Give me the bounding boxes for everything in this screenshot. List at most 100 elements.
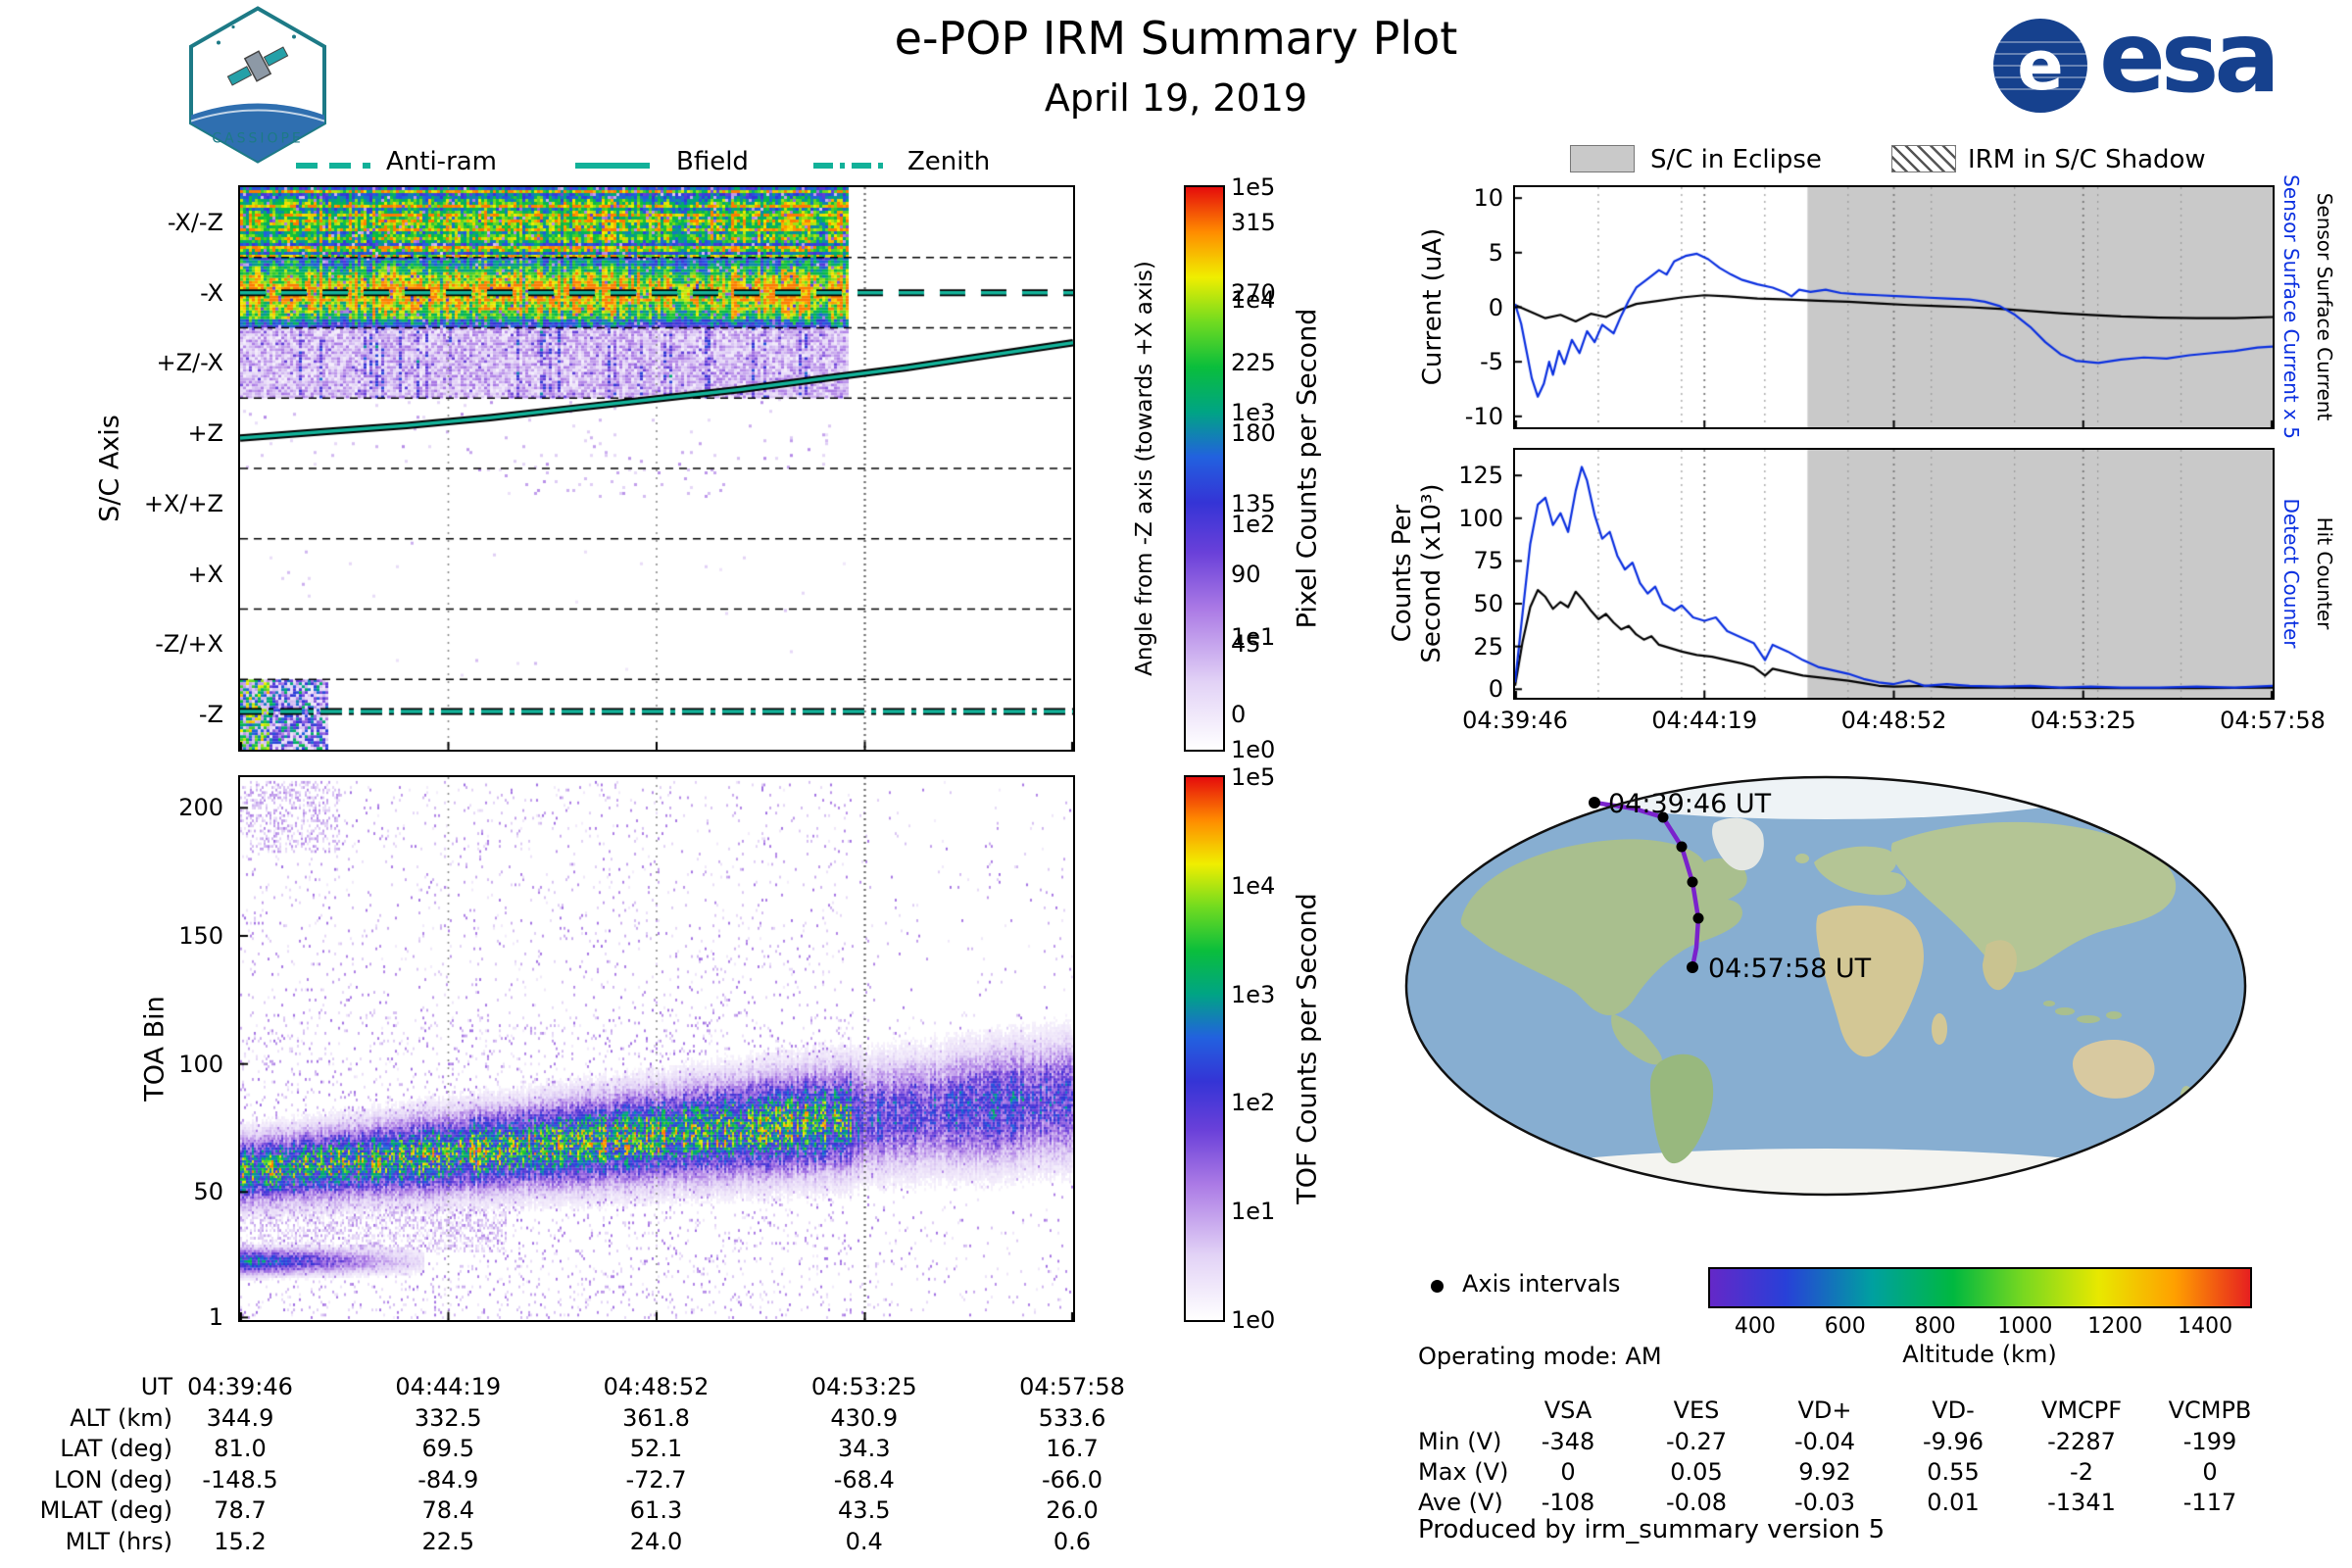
legend-bfield-label: Bfield: [676, 147, 749, 176]
angle-axis-tick: 45: [1231, 630, 1261, 659]
india: [1983, 940, 2017, 991]
pixel-colorbar: [1184, 185, 1225, 752]
ephemeris-value: 34.3: [838, 1435, 891, 1462]
voltage-value: 0.05: [1670, 1458, 1723, 1486]
pixel-colorbar-label: Pixel Counts per Second: [1292, 308, 1323, 629]
angle-axis-tick: 180: [1231, 419, 1276, 448]
tof-colorbar-tick: 1e0: [1231, 1306, 1276, 1334]
voltage-value: -0.08: [1665, 1489, 1728, 1516]
ephemeris-value: 04:39:46: [187, 1373, 293, 1400]
ephemeris-row-label: LAT (deg): [60, 1435, 172, 1462]
ephemeris-value: 81.0: [214, 1435, 267, 1462]
north-america: [1460, 839, 1747, 1016]
operating-mode-label: Operating mode: AM: [1418, 1343, 1662, 1370]
current-ytick: 10: [1473, 184, 1503, 213]
current-ytick: -5: [1480, 348, 1503, 376]
madagascar: [1932, 1013, 1947, 1045]
tof-colorbar-tick: 1e4: [1231, 871, 1276, 900]
central-america: [1611, 1013, 1662, 1065]
current-ytick: 5: [1488, 238, 1503, 267]
esa-logo: e: [1991, 16, 2091, 120]
sc-axis-category: -Z/+X: [155, 630, 223, 659]
voltage-header: VMCPF: [2040, 1396, 2123, 1424]
counts-right-label-black: Hit Counter: [2313, 516, 2336, 630]
current-right-label-black: Sensor Surface Current: [2313, 192, 2336, 421]
sc-axis-category: -X/-Z: [167, 208, 223, 236]
sc-spectrogram-panel: [238, 185, 1075, 752]
angle-axis-tick: 225: [1231, 349, 1276, 377]
ephemeris-value: -68.4: [833, 1465, 895, 1494]
australia: [2073, 1039, 2155, 1099]
angle-axis-tick: 0: [1231, 701, 1247, 729]
current-chart-canvas: [1515, 187, 2273, 427]
altitude-tick: 1000: [1997, 1314, 2053, 1339]
europe: [1814, 846, 1907, 896]
cassiope-logo-graphic: CASSIOPE: [189, 6, 326, 164]
zenith-line-sample: [811, 157, 890, 175]
voltage-value: 0: [2202, 1458, 2218, 1486]
track-start-label: 04:39:46 UT: [1608, 789, 1772, 819]
sc-axis-category: -X: [200, 278, 223, 307]
toa-spectrogram-canvas: [240, 777, 1073, 1320]
ephemeris-value: 43.5: [838, 1496, 891, 1524]
cassiope-logo: CASSIOPE: [174, 4, 341, 170]
voltage-value: -117: [2182, 1489, 2237, 1516]
counts-ytick: 100: [1458, 504, 1503, 532]
sc-axis-category: +X/+Z: [143, 489, 223, 517]
ephemeris-value: 04:48:52: [603, 1373, 710, 1400]
ephemeris-value: -72.7: [625, 1465, 687, 1494]
pixel-colorbar-tick: 1e5: [1231, 173, 1276, 201]
ephemeris-value: 533.6: [1038, 1403, 1106, 1432]
ephemeris-value: 0.4: [845, 1527, 883, 1555]
toa-ytick: 150: [178, 922, 223, 951]
time-xtick: 04:44:19: [1651, 707, 1758, 734]
antiram-line-sample: [294, 157, 372, 175]
pixel-colorbar-tick: 1e1: [1231, 623, 1276, 652]
angle-axis-tick: 90: [1231, 560, 1261, 588]
counts-ytick: 0: [1488, 675, 1503, 704]
toa-spectrogram-panel: [238, 775, 1075, 1322]
ephemeris-value: 52.1: [629, 1435, 683, 1462]
voltage-value: -199: [2182, 1428, 2237, 1455]
antarctica: [1414, 1149, 2237, 1195]
voltage-value: -1341: [2047, 1489, 2116, 1516]
ephemeris-value: 69.5: [421, 1435, 474, 1462]
current-ytick: 0: [1488, 293, 1503, 321]
ephemeris-value: 78.4: [421, 1496, 474, 1524]
time-xtick: 04:57:58: [2220, 707, 2326, 734]
counts-chart-canvas: [1515, 450, 2273, 698]
current-right-label-blue: Sensor Surface Current x 5: [2279, 174, 2303, 439]
tof-colorbar-tick: 1e2: [1231, 1089, 1276, 1117]
ephemeris-value: 26.0: [1046, 1496, 1099, 1524]
ephemeris-row-label: ALT (km): [70, 1403, 172, 1432]
time-xtick: 04:48:52: [1840, 707, 1947, 734]
voltage-value: -2: [2070, 1458, 2093, 1486]
legend-shadow-label: IRM in S/C Shadow: [1968, 145, 2206, 174]
sc-axis-category: +Z: [187, 419, 223, 448]
angle-axis-label: Angle from -Z axis (towards +X axis): [1132, 261, 1157, 676]
ephemeris-value: 332.5: [414, 1403, 482, 1432]
altitude-tick: 600: [1824, 1314, 1866, 1339]
sc-axis-category: +Z/-X: [156, 349, 223, 377]
voltage-value: 0.55: [1927, 1458, 1980, 1486]
altitude-colorbar: [1708, 1267, 2252, 1308]
pixel-colorbar-tick: 1e0: [1231, 736, 1276, 763]
sc-axis-category: +X: [187, 560, 223, 588]
altitude-tick: 1200: [2087, 1314, 2143, 1339]
voltage-row-label: Min (V): [1418, 1428, 1502, 1455]
bfield-line-sample: [573, 157, 652, 175]
pixel-colorbar-tick: 1e2: [1231, 511, 1276, 539]
asia: [1890, 821, 2177, 973]
page-title: e-POP IRM Summary Plot: [894, 12, 1458, 65]
altitude-tick: 400: [1734, 1314, 1776, 1339]
ephemeris-value: 78.7: [214, 1496, 267, 1524]
axis-intervals-label: Axis intervals: [1462, 1270, 1621, 1298]
counts-ytick: 25: [1473, 632, 1503, 661]
ephemeris-value: 430.9: [830, 1403, 899, 1432]
toa-ytick: 1: [208, 1303, 223, 1332]
altitude-tick: 800: [1914, 1314, 1956, 1339]
ephemeris-value: 22.5: [421, 1527, 474, 1555]
ephemeris-value: 16.7: [1046, 1435, 1099, 1462]
ephemeris-row-label: MLAT (deg): [39, 1496, 172, 1524]
ephemeris-value: 24.0: [629, 1527, 683, 1555]
